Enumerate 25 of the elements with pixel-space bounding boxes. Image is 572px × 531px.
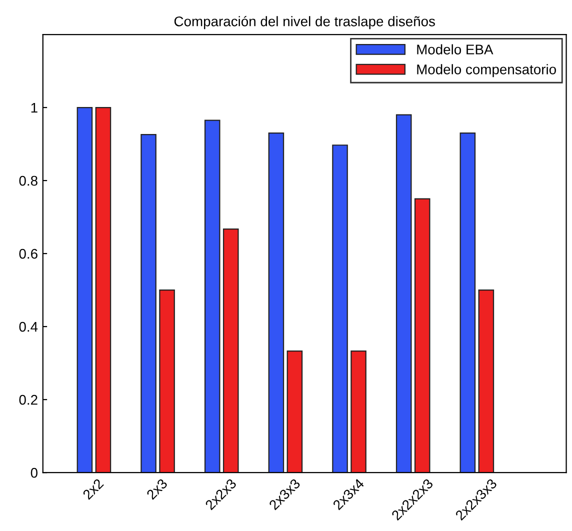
- bar: [286, 350, 303, 473]
- y-tick-label: 1: [31, 103, 38, 113]
- bar: [414, 198, 430, 473]
- bar: [478, 290, 494, 473]
- bar: [95, 106, 112, 473]
- bar: [332, 144, 348, 473]
- x-tick-label: 2x3: [146, 478, 168, 500]
- y-tick-label: 0.8: [19, 176, 38, 186]
- bar: [140, 134, 156, 473]
- bar: [350, 350, 366, 473]
- y-tick-label: 0.4: [19, 322, 38, 332]
- y-tick-label: 0: [30, 468, 38, 478]
- legend-label: Modelo EBA: [417, 44, 494, 54]
- legend-label: Modelo compensatorio: [417, 64, 556, 78]
- bar: [396, 114, 412, 473]
- bar: [76, 106, 93, 473]
- chart-title: Comparación del nivel de traslape diseños: [174, 16, 435, 30]
- bar: [222, 228, 239, 473]
- y-tick-label: 0.2: [19, 394, 38, 405]
- bar: [268, 132, 284, 473]
- bar: [159, 290, 175, 473]
- bar: [460, 132, 476, 473]
- x-tick-label: 2x2: [82, 478, 104, 500]
- y-tick-label: 0.6: [19, 248, 38, 259]
- bar: [204, 120, 220, 473]
